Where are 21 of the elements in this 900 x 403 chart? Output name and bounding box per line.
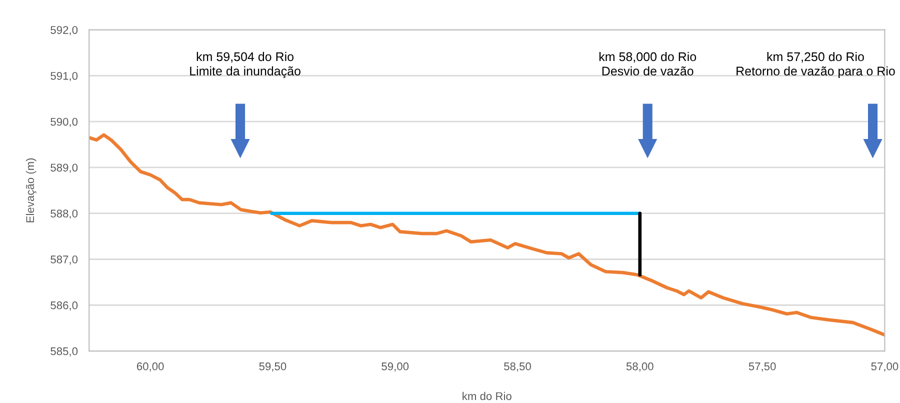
y-tick-label: 586,0	[50, 301, 78, 311]
x-tick-label: 58,50	[504, 362, 531, 372]
x-tick-label: 58,00	[626, 362, 654, 372]
x-tick-label: 57,00	[871, 362, 898, 372]
y-tick-label: 587,0	[50, 256, 78, 265]
x-tick-label: 59,50	[259, 362, 286, 372]
x-axis-title: km do Rio	[462, 392, 512, 400]
line-series	[89, 133, 885, 337]
annotation: km 59,504 do Rio Limite da inundação	[190, 52, 300, 78]
annotation: km 58,000 do Rio Desvio de vazão	[599, 52, 696, 76]
y-tick-label: 588,0	[50, 210, 78, 219]
annotation: km 57,250 do Rio Retorno de vazão para o Rio	[736, 52, 895, 78]
y-tick-label: 591,0	[50, 72, 78, 82]
x-tick-label: 60,00	[136, 362, 164, 372]
y-tick-label: 589,0	[50, 164, 78, 173]
x-tick-label: 57,50	[748, 362, 776, 372]
y-axis-title: Elevação (m)	[26, 158, 36, 222]
x-tick-label: 59,00	[382, 362, 409, 372]
y-tick-label: 585,0	[50, 347, 78, 356]
y-tick-label: 592,0	[50, 26, 78, 36]
y-tick-label: 590,0	[50, 118, 78, 128]
